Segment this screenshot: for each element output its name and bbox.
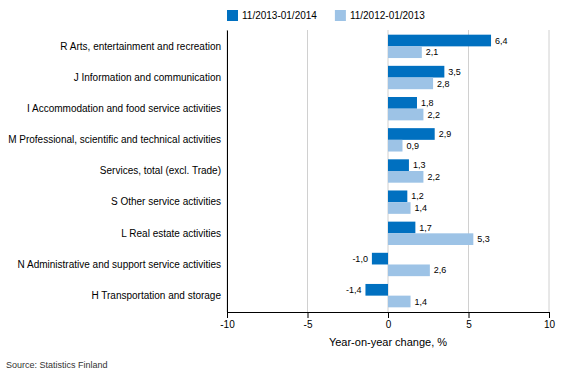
tick: -10 — [220, 312, 235, 330]
tick-label: I Accommodation and food service activit… — [27, 103, 221, 114]
tick-mark — [469, 312, 470, 318]
grid-line — [307, 30, 308, 312]
tick-label: -5 — [304, 319, 313, 330]
bar — [388, 171, 423, 183]
tick-label: 10 — [544, 319, 556, 330]
bar — [365, 284, 388, 296]
bar — [372, 253, 388, 265]
tick: 10 — [544, 312, 556, 330]
y-axis: R Arts, entertainment and recreation J In… — [8, 31, 227, 313]
data-label: 2,8 — [437, 79, 450, 89]
grid — [227, 30, 549, 312]
tick: -5 — [304, 312, 313, 330]
bar — [388, 159, 409, 171]
tick-mark — [549, 312, 550, 318]
tick: I Accommodation and food service activit… — [27, 103, 221, 114]
legend-swatch — [227, 10, 238, 21]
tick-label: Services, total (excl. Trade) — [100, 165, 221, 176]
bar — [388, 35, 491, 47]
bar — [388, 128, 435, 140]
legend-item: 11/2012-01/2013 — [335, 10, 425, 21]
bar — [388, 264, 430, 276]
data-label: 1,3 — [413, 160, 426, 170]
data-label: 1,4 — [415, 297, 428, 307]
bars — [365, 35, 491, 308]
tick-label: S Other service activities — [111, 196, 221, 207]
data-label: -1,4 — [346, 285, 362, 295]
tick-mark — [388, 312, 389, 318]
legend-item: 11/2013-01/2014 — [227, 10, 317, 21]
tick: H Transportation and storage — [91, 290, 221, 301]
data-label: 1,4 — [415, 203, 428, 213]
bar — [388, 202, 411, 214]
data-label: 2,1 — [426, 47, 439, 57]
data-label: 5,3 — [477, 234, 490, 244]
axis-line — [228, 313, 550, 319]
tick: M Professional, scientific and technical… — [8, 134, 221, 145]
tick: Services, total (excl. Trade) — [100, 165, 221, 176]
bar — [388, 140, 402, 152]
data-label: 0,9 — [406, 141, 419, 151]
data-label: 6,4 — [495, 36, 508, 46]
series — [388, 46, 473, 307]
bar — [388, 109, 423, 121]
series — [365, 35, 491, 296]
legend-label: 11/2012-01/2013 — [350, 10, 425, 21]
bar — [388, 222, 415, 234]
data-label: -1,0 — [352, 254, 368, 264]
tick-label: H Transportation and storage — [91, 290, 221, 301]
tick-label: J Information and communication — [74, 72, 221, 83]
tick-mark — [227, 312, 228, 318]
tick-label: L Real estate activities — [121, 228, 221, 239]
x-axis: -10 -5 0 5 10 — [220, 312, 555, 330]
tick-label: -10 — [220, 319, 235, 330]
bar — [388, 97, 417, 109]
data-label: 2,9 — [439, 129, 452, 139]
data-label: 2,2 — [427, 110, 440, 120]
tick: 0 — [386, 312, 392, 330]
tick: 5 — [466, 312, 472, 330]
bar — [388, 66, 444, 78]
data-label: 1,2 — [411, 191, 424, 201]
grid-line — [227, 30, 228, 312]
data-label: 2,6 — [434, 265, 447, 275]
grid-line — [468, 30, 469, 312]
tick: S Other service activities — [111, 196, 221, 207]
bar — [388, 296, 411, 308]
legend-swatch — [335, 10, 346, 21]
legend: 11/2013-01/2014 11/2012-01/2013 — [227, 10, 425, 21]
x-axis-title: Year-on-year change, % — [329, 336, 447, 348]
bar — [388, 46, 422, 58]
bar — [388, 78, 433, 90]
data-label: 3,5 — [448, 67, 461, 77]
tick: R Arts, entertainment and recreation — [60, 41, 221, 52]
bar — [388, 233, 473, 245]
tick: L Real estate activities — [121, 228, 221, 239]
tick: N Administrative and support service act… — [18, 259, 221, 270]
data-label: 2,2 — [427, 172, 440, 182]
legend-label: 11/2013-01/2014 — [242, 10, 317, 21]
tick-label: 0 — [386, 319, 392, 330]
chart: -10 -5 0 5 10 R Arts, entertainment and recre… — [0, 0, 569, 374]
grid-line — [549, 30, 550, 312]
annotation: Source: Statistics Finland — [6, 360, 108, 370]
tick-mark — [308, 312, 309, 318]
axis-line — [227, 31, 228, 313]
tick-label: M Professional, scientific and technical… — [8, 134, 221, 145]
data-label: 1,7 — [419, 223, 432, 233]
bar — [388, 190, 407, 202]
tick: J Information and communication — [74, 72, 221, 83]
data-label: 1,8 — [421, 98, 434, 108]
tick-label: 5 — [466, 319, 472, 330]
tick-label: N Administrative and support service act… — [18, 259, 221, 270]
tick-label: R Arts, entertainment and recreation — [60, 41, 221, 52]
data-labels: 6,4 3,5 1,8 2,9 1,3 1,2 1,7 -1,0 -1,4 2,1 2,8 2,2 0,… — [346, 36, 508, 307]
